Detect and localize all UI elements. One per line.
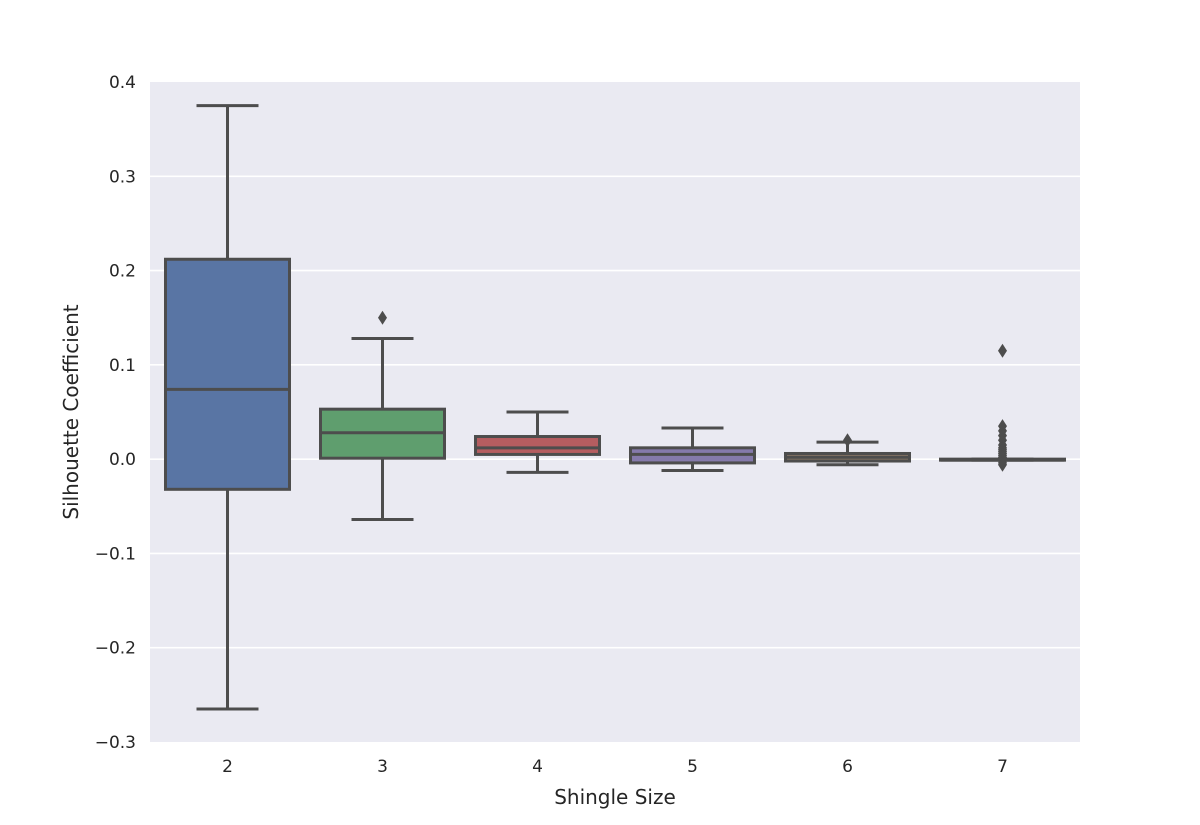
- box-7: [939, 343, 1066, 472]
- y-tick-label: −0.1: [95, 544, 136, 564]
- y-tick-label: 0.3: [109, 167, 136, 187]
- box-4: [474, 410, 601, 474]
- x-axis-ticks: 2 3 4 5 6 7: [222, 757, 1008, 777]
- box-2: [164, 104, 291, 711]
- y-tick-label: −0.3: [95, 733, 136, 753]
- box-5: [629, 426, 756, 472]
- outlier-point: [378, 310, 387, 325]
- x-tick-label: 2: [222, 757, 233, 777]
- x-tick-label: 5: [687, 757, 698, 777]
- box-3: [319, 310, 446, 521]
- y-tick-label: 0.2: [109, 262, 136, 282]
- box-series: [164, 104, 1066, 711]
- y-axis-ticks: −0.3 −0.2 −0.1 0.0 0.1 0.2 0.3 0.4: [95, 73, 136, 753]
- y-tick-label: 0.0: [109, 450, 136, 470]
- y-axis-label: Silhouette Coefficient: [59, 304, 83, 519]
- grid-lines: [150, 175, 1080, 649]
- x-axis-label: Shingle Size: [554, 785, 676, 809]
- y-tick-label: 0.1: [109, 356, 136, 376]
- outlier-point: [998, 457, 1007, 472]
- outlier-point: [843, 433, 852, 448]
- x-tick-label: 3: [377, 757, 388, 777]
- box-iqr: [164, 257, 291, 491]
- plot-background: [150, 82, 1080, 742]
- box-6: [784, 433, 911, 467]
- x-tick-label: 6: [842, 757, 853, 777]
- y-tick-label: 0.4: [109, 73, 136, 93]
- box-iqr: [474, 435, 601, 456]
- outlier-point: [998, 343, 1007, 358]
- y-tick-label: −0.2: [95, 639, 136, 659]
- x-tick-label: 7: [997, 757, 1008, 777]
- x-tick-label: 4: [532, 757, 543, 777]
